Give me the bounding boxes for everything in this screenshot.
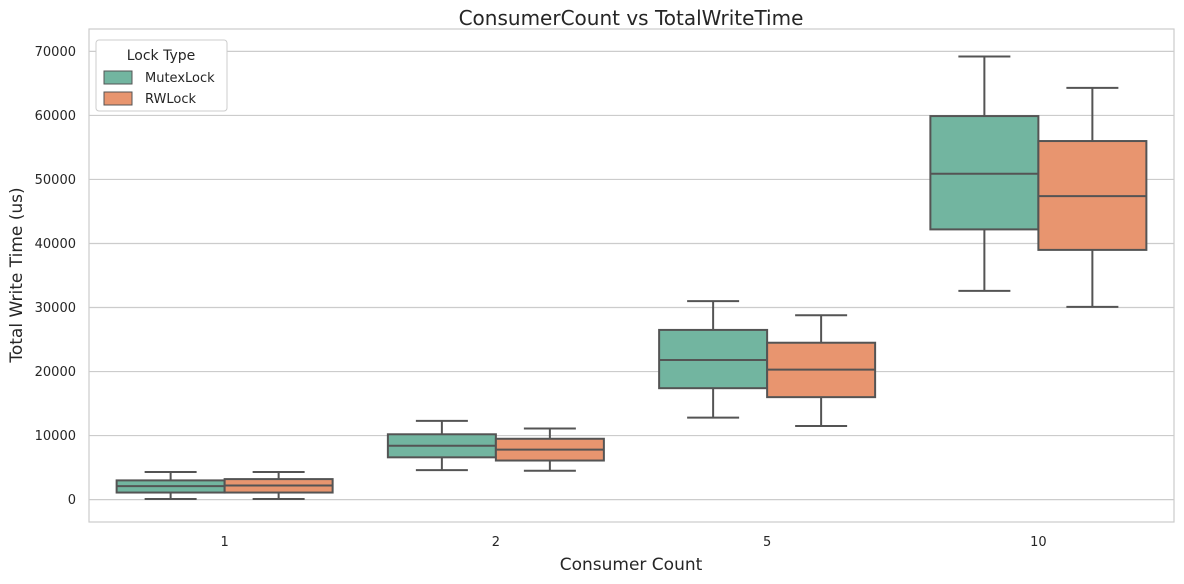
box-rwlock-10 — [1037, 86, 1148, 308]
x-tick-label: 10 — [1030, 535, 1047, 550]
y-axis-title: Total Write Time (us) — [7, 187, 27, 363]
y-tick-label: 30000 — [35, 301, 76, 316]
plot-frame — [88, 28, 1175, 523]
y-tick-label: 40000 — [35, 237, 76, 252]
box-mutexlock-2 — [386, 419, 497, 472]
grid-lines — [89, 50, 1174, 501]
legend-label: MutexLock — [145, 71, 215, 86]
y-tick-labels: 0 10000 20000 30000 40000 50000 60000 70000 — [35, 45, 76, 508]
box-rwlock-5 — [766, 314, 877, 427]
x-tick-labels: 1 2 5 10 — [220, 535, 1046, 550]
y-tick-label: 70000 — [35, 45, 76, 60]
legend-item-mutexlock: MutexLock — [103, 70, 215, 86]
box-rwlock-2 — [494, 427, 605, 472]
y-tick-label: 50000 — [35, 173, 76, 188]
y-tick-label: 60000 — [35, 109, 76, 124]
box-rwlock-1 — [223, 471, 334, 500]
legend-entries: MutexLock RWLock — [103, 70, 215, 107]
legend: Lock Type MutexLock RWLock — [95, 39, 228, 112]
legend-title: Lock Type — [127, 48, 196, 64]
y-tick-label: 0 — [68, 493, 76, 508]
legend-swatch — [103, 91, 133, 106]
x-axis-title: Consumer Count — [560, 555, 703, 575]
y-tick-label: 20000 — [35, 365, 76, 380]
x-tick-label: 5 — [763, 535, 771, 550]
x-tick-label: 1 — [220, 535, 228, 550]
legend-label: RWLock — [145, 92, 196, 107]
box-mutexlock-10 — [929, 55, 1040, 292]
legend-swatch — [103, 70, 133, 85]
box-mutexlock-5 — [658, 300, 769, 419]
legend-item-rwlock: RWLock — [103, 91, 196, 107]
chart-title: ConsumerCount vs TotalWriteTime — [459, 6, 804, 30]
box-mutexlock-1 — [115, 471, 226, 500]
x-tick-label: 2 — [492, 535, 500, 550]
box-layer — [115, 55, 1148, 500]
y-tick-label: 10000 — [35, 429, 76, 444]
